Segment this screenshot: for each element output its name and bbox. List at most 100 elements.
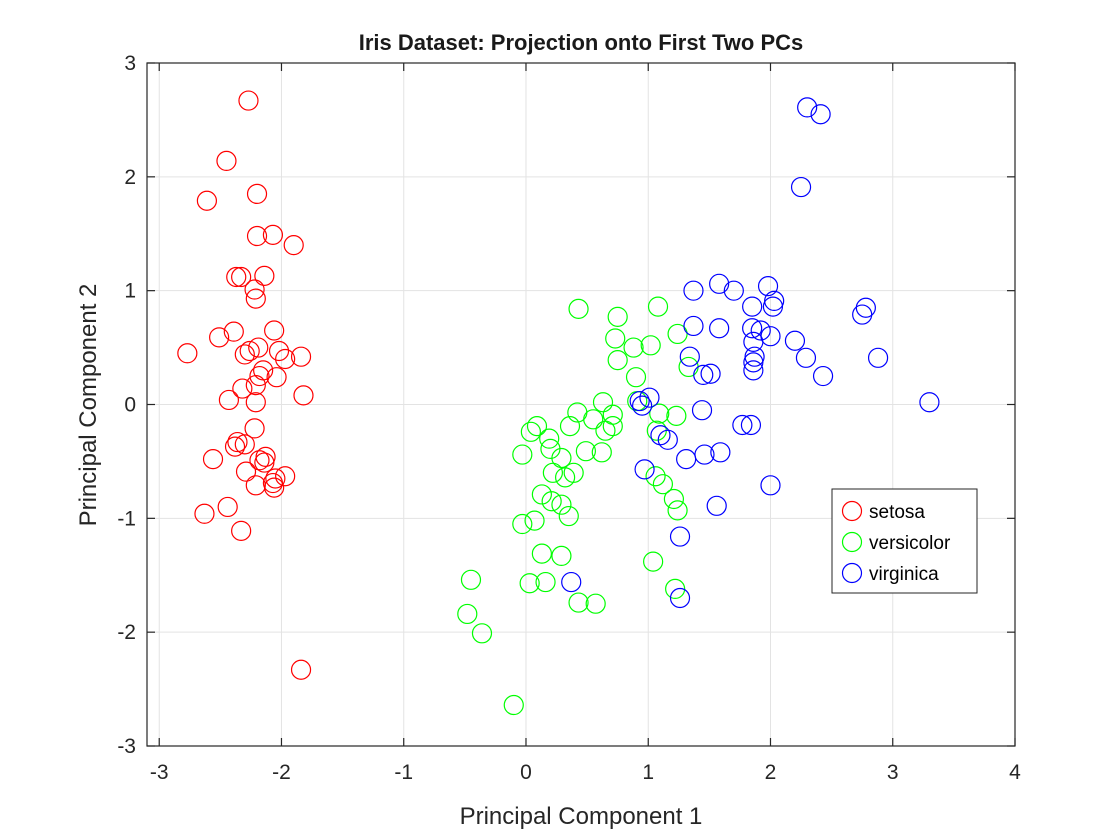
data-point-versicolor: [524, 510, 545, 531]
y-tick-label: -3: [117, 735, 136, 758]
data-point-setosa: [245, 375, 266, 396]
data-point-versicolor: [585, 593, 606, 614]
data-point-virginica: [683, 280, 704, 301]
data-point-setosa: [283, 235, 304, 256]
data-point-versicolor: [607, 350, 628, 371]
data-point-virginica: [700, 363, 721, 384]
data-point-setosa: [249, 365, 270, 387]
data-point-virginica: [650, 425, 671, 446]
data-point-versicolor: [667, 500, 688, 521]
data-point-versicolor: [457, 603, 478, 625]
data-point-setosa: [218, 389, 240, 411]
data-point-setosa: [232, 378, 253, 399]
data-point-virginica: [629, 390, 650, 412]
data-points: [177, 90, 940, 716]
data-point-virginica: [669, 526, 691, 547]
data-point-setosa: [246, 225, 268, 247]
data-point-setosa: [245, 288, 266, 309]
data-point-virginica: [784, 330, 806, 351]
x-tick-label: -1: [394, 761, 413, 784]
data-point-virginica: [760, 475, 781, 496]
y-tick-label: -2: [117, 621, 136, 644]
data-point-versicolor: [640, 335, 661, 356]
legend-marker-setosa: [841, 500, 863, 522]
data-point-setosa: [235, 461, 257, 482]
y-tick-label: 3: [124, 52, 136, 75]
data-point-virginica: [743, 352, 764, 373]
chart-title: Iris Dataset: Projection onto First Two …: [359, 30, 804, 55]
y-tick-label: 2: [124, 166, 136, 189]
data-point-versicolor: [623, 337, 644, 358]
y-tick-label: 0: [124, 394, 136, 417]
legend-marker-virginica: [841, 562, 863, 584]
series-versicolor: [457, 296, 699, 716]
data-point-versicolor: [605, 328, 626, 349]
data-point-virginica: [742, 296, 763, 317]
data-point-setosa: [224, 436, 246, 457]
data-point-virginica: [812, 365, 834, 387]
data-point-virginica: [691, 400, 713, 421]
data-point-setosa: [234, 344, 255, 365]
data-point-versicolor: [665, 578, 686, 600]
data-point-virginica: [810, 104, 831, 125]
data-point-virginica: [634, 459, 655, 480]
data-point-versicolor: [643, 551, 664, 572]
data-point-setosa: [238, 90, 259, 111]
data-point-versicolor: [551, 545, 572, 566]
data-point-virginica: [732, 414, 753, 436]
legend-label-virginica: virginica: [869, 564, 939, 585]
data-point-setosa: [216, 150, 237, 171]
data-point-versicolor: [645, 466, 666, 487]
legend-marker-versicolor: [841, 531, 863, 553]
data-point-versicolor: [519, 573, 540, 594]
data-point-versicolor: [647, 296, 669, 317]
data-point-versicolor: [541, 491, 562, 512]
data-point-setosa: [245, 392, 266, 413]
data-point-virginica: [706, 495, 727, 516]
data-point-versicolor: [542, 462, 563, 483]
data-point-setosa: [223, 321, 244, 342]
x-tick-label: 4: [1009, 761, 1021, 784]
data-point-setosa: [266, 367, 287, 388]
data-point-setosa: [231, 266, 252, 288]
data-point-virginica: [693, 364, 714, 386]
data-point-versicolor: [667, 323, 688, 345]
data-point-virginica: [795, 347, 817, 368]
data-point-setosa: [275, 466, 296, 487]
data-point-versicolor: [558, 505, 579, 527]
data-point-virginica: [919, 392, 940, 413]
data-point-setosa: [194, 503, 215, 524]
data-point-virginica: [743, 331, 764, 352]
data-point-virginica: [852, 304, 873, 325]
legend-box: [831, 488, 978, 594]
data-point-setosa: [264, 477, 285, 498]
data-point-virginica: [757, 276, 779, 297]
data-point-virginica: [709, 318, 730, 339]
data-point-virginica: [679, 346, 700, 367]
data-point-virginica: [797, 97, 818, 118]
legend: setosa versicolor virginica: [831, 488, 978, 594]
data-point-versicolor: [602, 416, 623, 437]
x-tick-label: -3: [150, 761, 169, 784]
data-point-versicolor: [649, 403, 670, 424]
legend-label-setosa: setosa: [869, 502, 925, 523]
data-point-versicolor: [520, 421, 541, 442]
data-point-setosa: [265, 468, 286, 489]
data-point-versicolor: [535, 571, 556, 593]
data-point-setosa: [290, 346, 312, 367]
data-point-setosa: [234, 434, 255, 455]
data-point-setosa: [290, 659, 312, 680]
series-setosa: [177, 90, 314, 680]
legend-label-versicolor: versicolor: [869, 533, 951, 554]
data-point-versicolor: [568, 298, 589, 319]
data-point-versicolor: [625, 367, 647, 388]
data-point-setosa: [244, 418, 265, 439]
data-point-versicolor: [471, 623, 493, 644]
data-point-virginica: [750, 320, 771, 341]
data-point-versicolor: [503, 694, 524, 716]
data-point-setosa: [244, 279, 265, 300]
data-point-virginica: [710, 442, 731, 463]
y-tick-label: -1: [117, 507, 136, 530]
